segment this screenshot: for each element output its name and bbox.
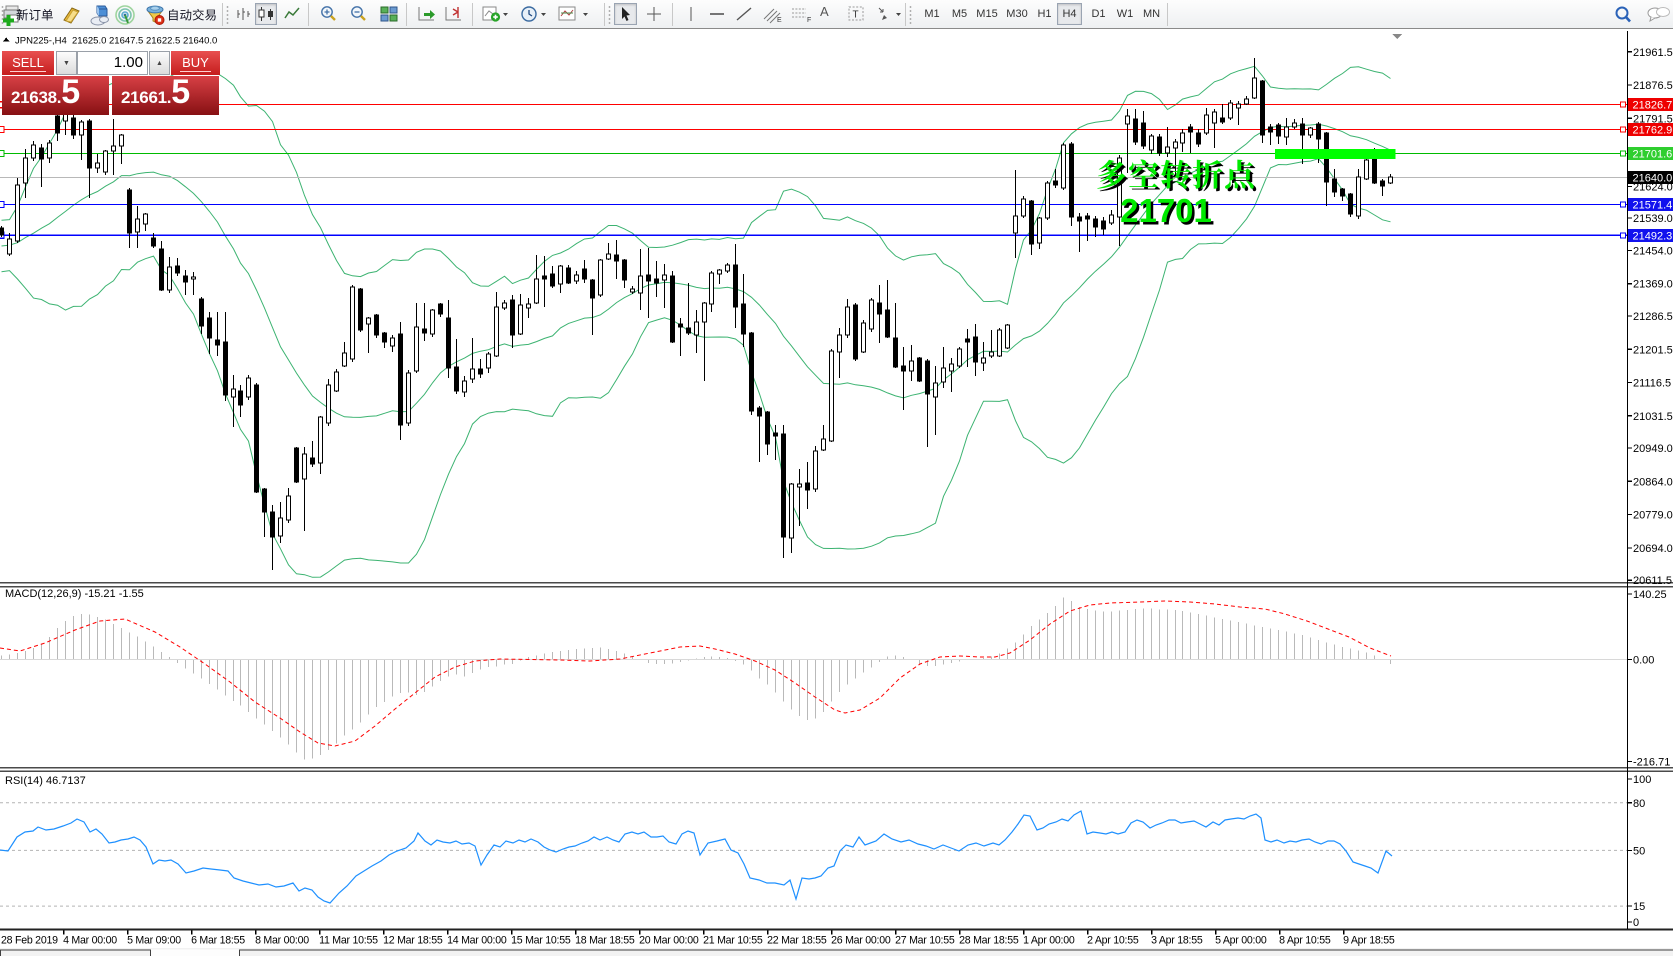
svg-text:11 Mar 10:55: 11 Mar 10:55 <box>319 935 378 947</box>
svg-text:15 Mar 10:55: 15 Mar 10:55 <box>511 935 571 947</box>
svg-text:20779.0: 20779.0 <box>1633 510 1673 522</box>
svg-text:0.00: 0.00 <box>1633 655 1654 667</box>
svg-text:20694.0: 20694.0 <box>1633 543 1673 555</box>
svg-text:21571.4: 21571.4 <box>1633 200 1673 212</box>
svg-text:21286.5: 21286.5 <box>1633 311 1673 323</box>
svg-text:26 Mar 00:00: 26 Mar 00:00 <box>831 935 891 947</box>
svg-text:T: T <box>853 10 859 21</box>
svg-text:8 Mar 00:00: 8 Mar 00:00 <box>255 935 309 947</box>
svg-text:20611.5: 20611.5 <box>1633 575 1672 587</box>
svg-text:21031.5: 21031.5 <box>1633 411 1673 423</box>
svg-text:20 Mar 00:00: 20 Mar 00:00 <box>639 935 699 947</box>
svg-text:8 Apr 10:55: 8 Apr 10:55 <box>1279 935 1331 947</box>
svg-text:14 Mar 00:00: 14 Mar 00:00 <box>447 935 507 947</box>
svg-text:21116.5: 21116.5 <box>1633 378 1671 390</box>
svg-text:21701: 21701 <box>1120 192 1212 229</box>
svg-text:21762.9: 21762.9 <box>1633 125 1673 137</box>
svg-text:5 Mar 09:00: 5 Mar 09:00 <box>127 935 181 947</box>
svg-text:RSI(14) 46.7137: RSI(14) 46.7137 <box>5 775 86 787</box>
svg-text:21640.0: 21640.0 <box>1633 173 1673 185</box>
svg-text:2 Apr 10:55: 2 Apr 10:55 <box>1087 935 1139 947</box>
svg-text:21 Mar 10:55: 21 Mar 10:55 <box>703 935 763 947</box>
svg-text:20864.0: 20864.0 <box>1633 476 1673 488</box>
svg-text:1 Apr 00:00: 1 Apr 00:00 <box>1023 935 1075 947</box>
svg-text:21201.5: 21201.5 <box>1633 344 1673 356</box>
svg-text:0: 0 <box>1633 917 1639 929</box>
svg-text:21826.7: 21826.7 <box>1633 100 1673 112</box>
svg-text:-216.71: -216.71 <box>1633 757 1670 769</box>
svg-text:21961.5: 21961.5 <box>1633 47 1673 59</box>
svg-text:21701: 21701 <box>1123 195 1215 232</box>
svg-text:27 Mar 10:55: 27 Mar 10:55 <box>895 935 955 947</box>
svg-text:28 Mar 18:55: 28 Mar 18:55 <box>959 935 1019 947</box>
svg-text:21791.5: 21791.5 <box>1633 113 1673 125</box>
svg-text:6 Mar 18:55: 6 Mar 18:55 <box>191 935 245 947</box>
svg-text:28 Feb 2019: 28 Feb 2019 <box>1 935 58 947</box>
svg-text:12 Mar 18:55: 12 Mar 18:55 <box>383 935 443 947</box>
svg-text:21539.0: 21539.0 <box>1633 213 1673 225</box>
svg-text:22 Mar 18:55: 22 Mar 18:55 <box>767 935 827 947</box>
svg-text:15: 15 <box>1633 901 1645 913</box>
svg-text:140.25: 140.25 <box>1633 589 1667 601</box>
svg-text:5 Apr 00:00: 5 Apr 00:00 <box>1215 935 1267 947</box>
svg-text:E: E <box>777 17 782 24</box>
svg-text:21369.0: 21369.0 <box>1633 279 1673 291</box>
svg-text:20949.0: 20949.0 <box>1633 443 1673 455</box>
svg-text:21624.0: 21624.0 <box>1633 182 1673 194</box>
svg-text:9 Apr 18:55: 9 Apr 18:55 <box>1343 935 1395 947</box>
svg-text:21876.5: 21876.5 <box>1633 80 1673 92</box>
svg-text:21701.6: 21701.6 <box>1633 149 1673 161</box>
svg-text:3 Apr 18:55: 3 Apr 18:55 <box>1151 935 1203 947</box>
svg-text:4 Mar 00:00: 4 Mar 00:00 <box>63 935 117 947</box>
svg-text:21492.3: 21492.3 <box>1633 230 1673 242</box>
svg-text:80: 80 <box>1633 798 1645 810</box>
svg-text:18 Mar 18:55: 18 Mar 18:55 <box>575 935 635 947</box>
svg-text:MACD(12,26,9) -15.21 -1.55: MACD(12,26,9) -15.21 -1.55 <box>5 588 144 600</box>
svg-text:F: F <box>807 17 811 24</box>
svg-text:100: 100 <box>1633 774 1651 786</box>
svg-text:21454.0: 21454.0 <box>1633 245 1673 257</box>
svg-text:JPN225-,H4 21625.0 21647.5 21: JPN225-,H4 21625.0 21647.5 21622.5 21640… <box>15 36 217 47</box>
svg-text:50: 50 <box>1633 845 1645 857</box>
